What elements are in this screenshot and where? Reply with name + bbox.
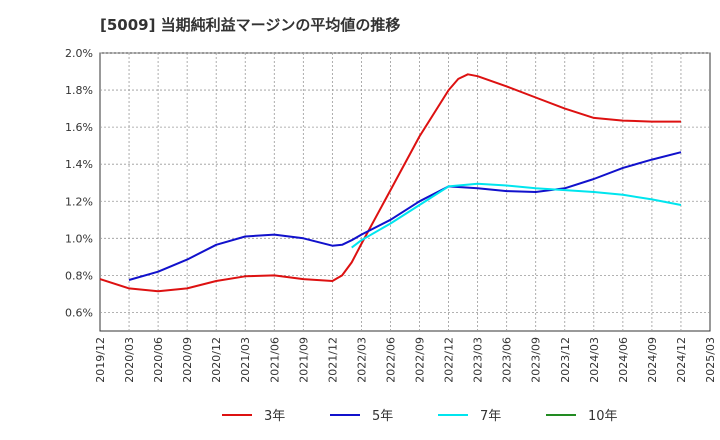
- y-tick-label: 0.8%: [65, 269, 93, 282]
- y-tick-label: 1.8%: [65, 84, 93, 97]
- x-tick-label: 2023/09: [530, 337, 543, 383]
- x-tick-label: 2022/09: [414, 337, 427, 383]
- y-tick-label: 0.6%: [65, 306, 93, 319]
- x-tick-label: 2025/03: [704, 337, 717, 383]
- x-tick-label: 2020/06: [152, 337, 165, 383]
- series-line-1: [128, 151, 682, 281]
- x-tick-label: 2020/03: [123, 337, 136, 383]
- x-tick-label: 2024/06: [617, 337, 630, 383]
- y-axis-ticks: 2.0% 1.8% 1.6% 1.4% 1.2% 1.0% 0.8% 0.6%: [65, 47, 93, 319]
- chart-title: [5009] 当期純利益マージンの平均値の推移: [100, 16, 401, 34]
- series-line-2: [351, 182, 682, 249]
- x-tick-label: 2022/03: [355, 337, 368, 383]
- x-tick-label: 2024/12: [675, 337, 688, 383]
- y-tick-label: 1.4%: [65, 158, 93, 171]
- series-line-0: [99, 73, 681, 293]
- y-tick-label: 1.2%: [65, 195, 93, 208]
- x-tick-label: 2023/12: [559, 337, 572, 383]
- x-tick-label: 2020/09: [181, 337, 194, 383]
- series-lines: [99, 73, 682, 293]
- y-tick-label: 1.0%: [65, 232, 93, 245]
- plot-area: [99, 52, 711, 332]
- legend-label-2: 7年: [480, 409, 501, 424]
- x-tick-label: 2021/06: [268, 337, 281, 383]
- x-tick-label: 2023/06: [501, 337, 514, 383]
- x-tick-label: 2020/12: [210, 337, 223, 383]
- x-tick-label: 2021/03: [239, 337, 252, 383]
- x-tick-label: 2022/12: [443, 337, 456, 383]
- x-axis-ticks: 2019/12 2020/03 2020/06 2020/09 2020/12 2021/…: [94, 337, 717, 383]
- legend-label-1: 5年: [372, 409, 393, 424]
- x-tick-label: 2021/09: [297, 337, 310, 383]
- x-tick-label: 2022/06: [384, 337, 397, 383]
- legend-label-0: 3年: [264, 409, 285, 424]
- x-tick-label: 2021/12: [326, 337, 339, 383]
- x-tick-label: 2024/09: [646, 337, 659, 383]
- y-tick-label: 1.6%: [65, 121, 93, 134]
- x-tick-label: 2024/03: [588, 337, 601, 383]
- legend-label-3: 10年: [588, 409, 618, 424]
- legend: 3年 5年 7年 10年: [222, 409, 618, 424]
- y-tick-label: 2.0%: [65, 47, 93, 60]
- x-tick-label: 2023/03: [472, 337, 485, 383]
- x-tick-label: 2019/12: [94, 337, 107, 383]
